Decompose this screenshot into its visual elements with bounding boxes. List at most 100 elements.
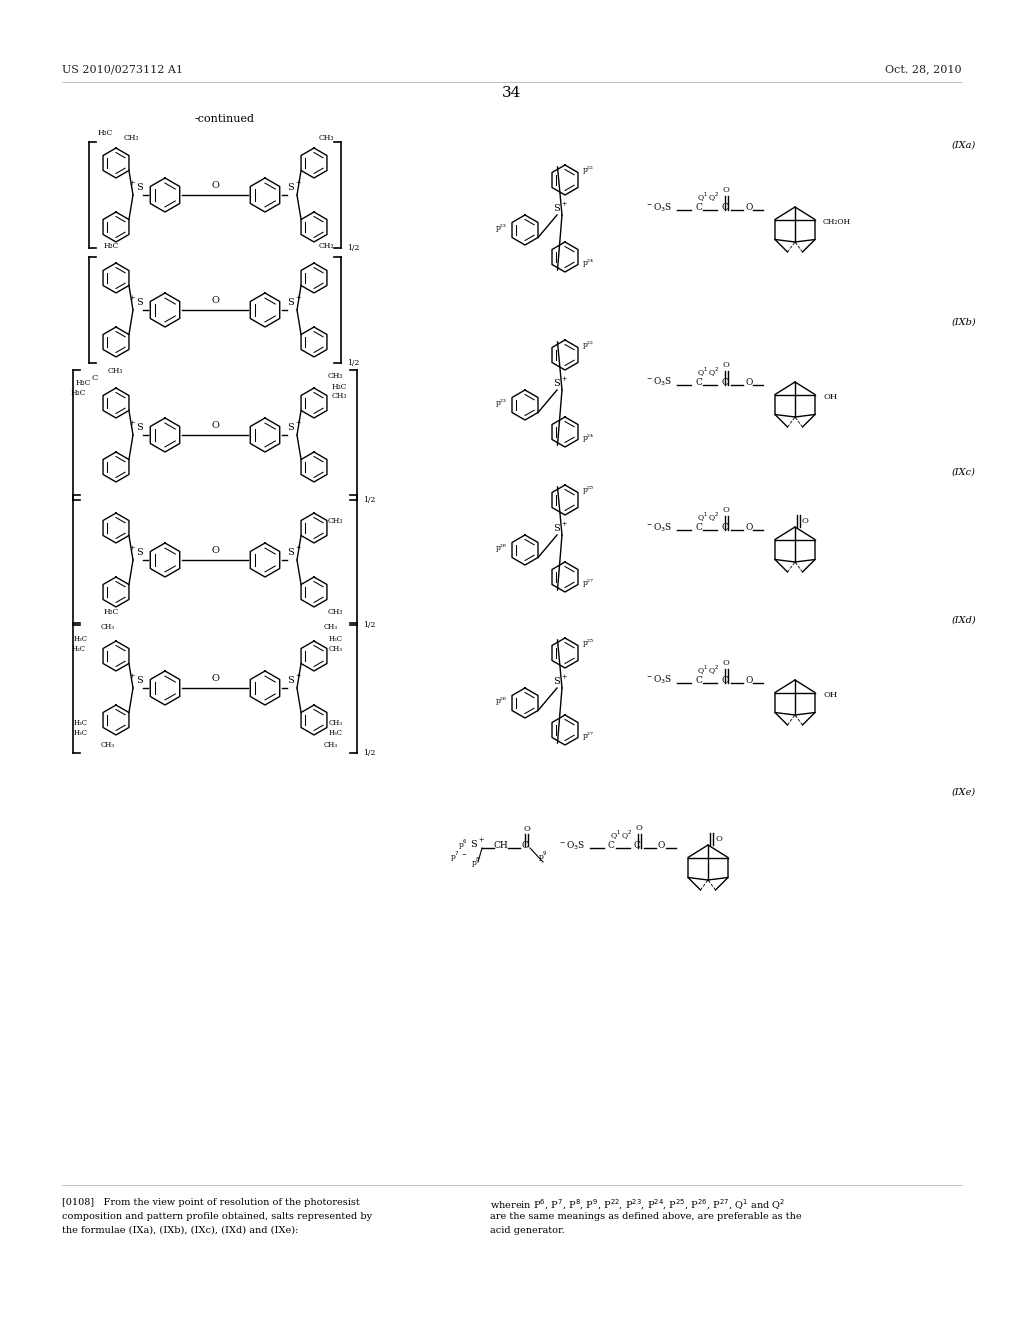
Text: $^+$S: $^+$S xyxy=(128,673,144,686)
Text: CH₃: CH₃ xyxy=(101,741,115,748)
Text: O: O xyxy=(658,841,666,850)
Text: (IXe): (IXe) xyxy=(952,788,976,797)
Text: O: O xyxy=(723,506,729,513)
Text: C: C xyxy=(695,203,701,213)
Text: Q$^1$: Q$^1$ xyxy=(697,191,709,203)
Text: O: O xyxy=(723,360,729,370)
Text: p$^7$: p$^7$ xyxy=(450,850,460,865)
Text: H₃C: H₃C xyxy=(74,719,88,727)
Text: $^+$S: $^+$S xyxy=(128,294,144,308)
Text: $^-$O$_3$S: $^-$O$_3$S xyxy=(645,521,673,533)
Text: p²⁵: p²⁵ xyxy=(583,639,594,647)
Text: H₃C: H₃C xyxy=(329,729,343,737)
Text: Q$^2$: Q$^2$ xyxy=(708,366,719,379)
Text: p²⁴: p²⁴ xyxy=(583,259,594,267)
Text: 1/2: 1/2 xyxy=(362,748,376,756)
Text: C: C xyxy=(695,523,701,532)
Text: the formulae (IXa), (IXb), (IXc), (IXd) and (IXe):: the formulae (IXa), (IXb), (IXc), (IXd) … xyxy=(62,1226,298,1236)
Text: C: C xyxy=(695,378,701,387)
Text: OH: OH xyxy=(823,393,838,401)
Text: acid generator.: acid generator. xyxy=(490,1226,565,1236)
Text: Q$^1$: Q$^1$ xyxy=(697,664,709,677)
Text: H₃C: H₃C xyxy=(103,609,119,616)
Text: S$^+$: S$^+$ xyxy=(287,545,301,558)
Text: p²⁵: p²⁵ xyxy=(583,486,594,494)
Text: O: O xyxy=(211,546,219,554)
Text: wherein P$^6$, P$^7$, P$^8$, P$^9$, P$^{22}$, P$^{23}$, P$^{24}$, P$^{25}$, P$^{: wherein P$^6$, P$^7$, P$^8$, P$^9$, P$^{… xyxy=(490,1199,785,1213)
Text: Q$^1$: Q$^1$ xyxy=(610,829,622,842)
Text: $^-$O$_3$S: $^-$O$_3$S xyxy=(645,376,673,388)
Text: -continued: -continued xyxy=(195,114,255,124)
Text: p²⁶: p²⁶ xyxy=(496,697,507,705)
Text: Q$^1$: Q$^1$ xyxy=(697,511,709,524)
Text: p$^8$: p$^8$ xyxy=(471,855,481,870)
Text: C: C xyxy=(695,676,701,685)
Text: Q$^2$: Q$^2$ xyxy=(621,829,632,842)
Text: O: O xyxy=(211,296,219,305)
Text: p²⁷: p²⁷ xyxy=(583,579,594,587)
Text: CH: CH xyxy=(494,841,509,850)
Text: H₃C: H₃C xyxy=(76,379,91,387)
Text: 1/2: 1/2 xyxy=(362,620,376,628)
Text: Q$^2$: Q$^2$ xyxy=(708,191,719,203)
Text: O: O xyxy=(715,836,722,843)
Text: are the same meanings as defined above, are preferable as the: are the same meanings as defined above, … xyxy=(490,1212,802,1221)
Text: 1/2: 1/2 xyxy=(347,359,359,367)
Text: CH₃: CH₃ xyxy=(328,609,343,616)
Text: OH: OH xyxy=(823,690,838,700)
Text: O: O xyxy=(745,203,753,213)
Text: p²³: p²³ xyxy=(496,224,507,232)
Text: S$^+$: S$^+$ xyxy=(287,180,301,193)
Text: [0108]   From the view point of resolution of the photoresist: [0108] From the view point of resolution… xyxy=(62,1199,359,1206)
Text: C: C xyxy=(721,203,728,213)
Text: H₃C: H₃C xyxy=(98,129,114,137)
Text: (IXc): (IXc) xyxy=(952,469,976,477)
Text: CH₃: CH₃ xyxy=(329,645,343,653)
Text: H₃C: H₃C xyxy=(71,389,86,397)
Text: p$^6$: p$^6$ xyxy=(458,838,468,851)
Text: CH₃: CH₃ xyxy=(324,741,338,748)
Text: CH₃: CH₃ xyxy=(319,135,335,143)
Text: H₃C: H₃C xyxy=(74,635,88,643)
Text: O: O xyxy=(211,421,219,430)
Text: (IXa): (IXa) xyxy=(952,141,976,150)
Text: H₃C: H₃C xyxy=(103,242,119,249)
Text: $^-$O$_3$S: $^-$O$_3$S xyxy=(645,675,673,686)
Text: S$^+$: S$^+$ xyxy=(553,675,567,686)
Text: O: O xyxy=(636,824,642,832)
Text: composition and pattern profile obtained, salts represented by: composition and pattern profile obtained… xyxy=(62,1212,372,1221)
Text: Q$^2$: Q$^2$ xyxy=(708,664,719,677)
Text: O: O xyxy=(723,659,729,667)
Text: CH₂OH: CH₂OH xyxy=(823,218,851,226)
Text: CH₃: CH₃ xyxy=(108,367,123,375)
Text: C: C xyxy=(608,841,614,850)
Text: p²⁶: p²⁶ xyxy=(496,544,507,552)
Text: Oct. 28, 2010: Oct. 28, 2010 xyxy=(886,63,962,74)
Text: CH₃: CH₃ xyxy=(328,372,343,380)
Text: $^-$O$_3$S: $^-$O$_3$S xyxy=(645,201,673,214)
Text: CH₃: CH₃ xyxy=(124,135,139,143)
Text: CH₃: CH₃ xyxy=(101,623,115,631)
Text: $^+$S: $^+$S xyxy=(128,180,144,193)
Text: S$^+$: S$^+$ xyxy=(287,673,301,686)
Text: p²³: p²³ xyxy=(496,399,507,407)
Text: H₃C: H₃C xyxy=(329,635,343,643)
Text: 1/2: 1/2 xyxy=(347,244,359,252)
Text: S$^+$: S$^+$ xyxy=(287,420,301,433)
Text: S$^+$: S$^+$ xyxy=(553,376,567,389)
Text: $^+$S: $^+$S xyxy=(128,545,144,558)
Text: CH₃: CH₃ xyxy=(332,392,347,400)
Text: (IXd): (IXd) xyxy=(952,616,977,624)
Text: C: C xyxy=(634,841,641,850)
Text: S$^+$: S$^+$ xyxy=(553,521,567,535)
Text: $^-$O$_3$S: $^-$O$_3$S xyxy=(558,840,586,851)
Text: H₃C: H₃C xyxy=(332,383,347,391)
Text: H₃C: H₃C xyxy=(72,645,86,653)
Text: Q$^1$: Q$^1$ xyxy=(697,366,709,379)
Text: CH₃: CH₃ xyxy=(324,623,338,631)
Text: C: C xyxy=(721,523,728,532)
Text: p²⁴: p²⁴ xyxy=(583,434,594,442)
Text: CH₃: CH₃ xyxy=(319,242,335,249)
Text: S$^+$: S$^+$ xyxy=(470,837,485,850)
Text: Q$^2$: Q$^2$ xyxy=(708,511,719,524)
